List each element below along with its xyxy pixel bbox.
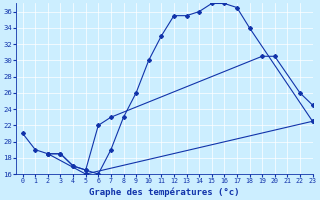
X-axis label: Graphe des températures (°c): Graphe des températures (°c) [89, 187, 240, 197]
